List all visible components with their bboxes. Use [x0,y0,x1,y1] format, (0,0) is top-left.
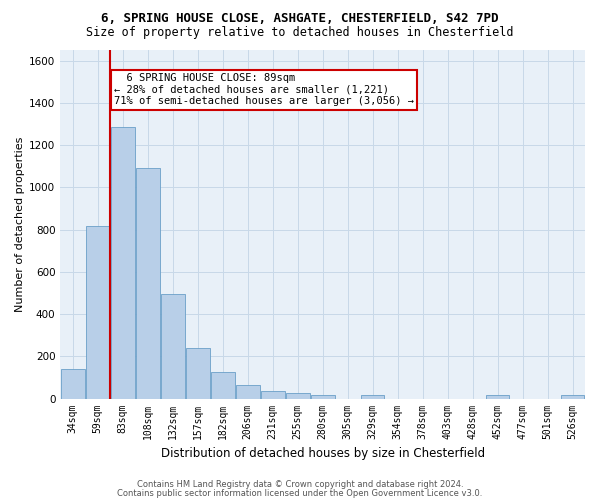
X-axis label: Distribution of detached houses by size in Chesterfield: Distribution of detached houses by size … [161,447,485,460]
Text: 6, SPRING HOUSE CLOSE, ASHGATE, CHESTERFIELD, S42 7PD: 6, SPRING HOUSE CLOSE, ASHGATE, CHESTERF… [101,12,499,26]
Bar [61,369,85,398]
Y-axis label: Number of detached properties: Number of detached properties [15,136,25,312]
Text: Size of property relative to detached houses in Chesterfield: Size of property relative to detached ho… [86,26,514,39]
Bar [560,396,584,398]
Text: Contains HM Land Registry data © Crown copyright and database right 2024.: Contains HM Land Registry data © Crown c… [137,480,463,489]
Bar [485,396,509,398]
Bar [311,395,335,398]
Bar [161,294,185,399]
Bar [136,168,160,398]
Bar [361,395,385,398]
Bar [236,385,260,398]
Bar [211,372,235,398]
Bar [186,348,209,399]
Bar [286,393,310,398]
Bar [111,127,134,398]
Text: Contains public sector information licensed under the Open Government Licence v3: Contains public sector information licen… [118,488,482,498]
Bar [86,226,110,398]
Text: 6 SPRING HOUSE CLOSE: 89sqm
← 28% of detached houses are smaller (1,221)
71% of : 6 SPRING HOUSE CLOSE: 89sqm ← 28% of det… [114,73,414,106]
Bar [261,390,284,398]
